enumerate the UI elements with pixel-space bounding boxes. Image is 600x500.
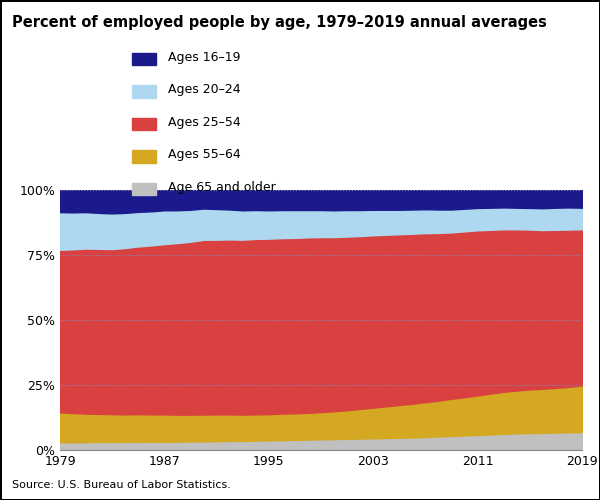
Text: Age 65 and older: Age 65 and older — [168, 181, 276, 194]
Text: Percent of employed people by age, 1979–2019 annual averages: Percent of employed people by age, 1979–… — [12, 15, 547, 30]
Text: Ages 16–19: Ages 16–19 — [168, 51, 241, 64]
Text: Ages 25–54: Ages 25–54 — [168, 116, 241, 129]
Text: Ages 55–64: Ages 55–64 — [168, 148, 241, 162]
Text: Source: U.S. Bureau of Labor Statistics.: Source: U.S. Bureau of Labor Statistics. — [12, 480, 231, 490]
Text: Ages 20–24: Ages 20–24 — [168, 84, 241, 96]
